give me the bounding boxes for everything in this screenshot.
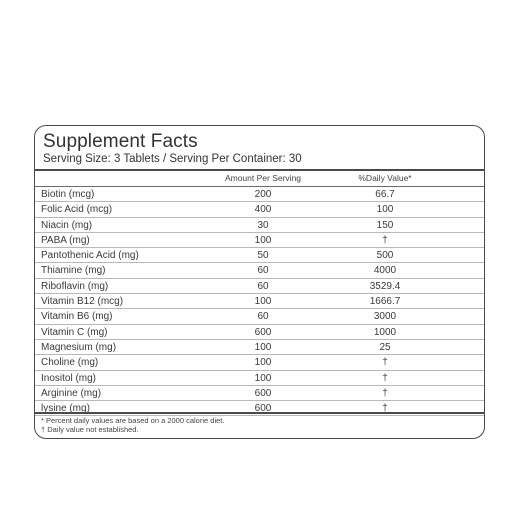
nutrient-daily-value: 150 xyxy=(376,219,394,231)
nutrient-daily-value: † xyxy=(382,234,388,246)
nutrient-name: Vitamin B12 (mcg) xyxy=(41,296,124,308)
nutrient-amount: 400 xyxy=(254,204,272,216)
footnotes: * Percent daily values are based on a 20… xyxy=(41,416,224,434)
serving-info: Serving Size: 3 Tablets / Serving Per Co… xyxy=(43,153,302,165)
footer-divider xyxy=(35,412,484,414)
nutrient-name: Choline (mg) xyxy=(41,357,99,369)
nutrient-daily-value: 25 xyxy=(379,341,391,353)
nutrient-amount: 100 xyxy=(254,372,272,384)
table-row: Thiamine (mg) 60 4000 xyxy=(35,263,484,279)
table-row: Niacin (mg) 30 150 xyxy=(35,218,484,233)
nutrient-amount: 600 xyxy=(254,326,272,338)
nutrient-daily-value: 3529.4 xyxy=(369,280,401,292)
table-row: Vitamin B6 (mg) 60 3000 xyxy=(35,309,484,325)
nutrient-amount: 100 xyxy=(254,296,272,308)
nutrient-amount: 100 xyxy=(254,341,272,353)
nutrient-name: Niacin (mg) xyxy=(41,219,93,231)
nutrient-name: Pantothenic Acid (mg) xyxy=(41,250,139,262)
table-row: Magnesium (mg) 100 25 xyxy=(35,340,484,356)
footnote-dagger: † Daily value not established. xyxy=(41,425,139,434)
nutrient-daily-value: 1000 xyxy=(373,326,397,338)
nutrient-name: lysine (mg) xyxy=(41,403,90,415)
table-row: Pantothenic Acid (mg) 50 500 xyxy=(35,248,484,264)
nutrient-amount: 200 xyxy=(254,189,272,200)
nutrient-name: PABA (mg) xyxy=(41,234,90,246)
label-title: Supplement Facts xyxy=(43,131,198,152)
table-row: Biotin (mcg) 200 66.7 xyxy=(35,187,484,203)
nutrient-name: Magnesium (mg) xyxy=(41,341,117,353)
nutrient-amount: 60 xyxy=(257,265,269,277)
nutrient-name: Biotin (mcg) xyxy=(41,189,95,200)
column-header-row: Amount Per Serving %Daily Value* xyxy=(35,173,484,186)
nutrient-name: Vitamin B6 (mg) xyxy=(41,311,113,323)
nutrient-daily-value: † xyxy=(382,387,388,399)
nutrient-amount: 100 xyxy=(254,357,272,369)
table-row: lysine (mg) 600 † xyxy=(35,401,484,417)
column-header-daily-value: %Daily Value* xyxy=(358,173,412,183)
nutrient-daily-value: † xyxy=(382,403,388,415)
nutrient-amount: 50 xyxy=(257,250,269,262)
table-row: Choline (mg) 100 † xyxy=(35,355,484,371)
nutrient-amount: 600 xyxy=(254,387,272,399)
nutrient-daily-value: † xyxy=(382,372,388,384)
nutrient-amount: 60 xyxy=(257,280,269,292)
nutrient-name: Inositol (mg) xyxy=(41,372,97,384)
nutrient-name: Folic Acid (mcg) xyxy=(41,204,113,216)
column-header-amount: Amount Per Serving xyxy=(224,173,302,183)
table-row: PABA (mg) 100 † xyxy=(35,233,484,249)
nutrient-amount: 60 xyxy=(257,311,269,323)
header-divider xyxy=(35,186,484,187)
table-row: Folic Acid (mcg) 400 100 xyxy=(35,202,484,218)
nutrient-daily-value: 500 xyxy=(376,250,394,262)
nutrient-name: Arginine (mg) xyxy=(41,387,102,399)
nutrient-daily-value: 4000 xyxy=(373,265,397,277)
table-row: Vitamin C (mg) 600 1000 xyxy=(35,325,484,340)
nutrient-amount: 600 xyxy=(254,403,272,415)
table-row: Vitamin B12 (mcg) 100 1666.7 xyxy=(35,294,484,310)
nutrient-daily-value: 1666.7 xyxy=(369,296,401,308)
nutrient-name: Riboflavin (mg) xyxy=(41,280,109,292)
nutrient-name: Thiamine (mg) xyxy=(41,265,106,277)
supplement-facts-panel: Supplement Facts Serving Size: 3 Tablets… xyxy=(34,125,485,439)
table-row: Arginine (mg) 600 † xyxy=(35,386,484,402)
footnote-percent: * Percent daily values are based on a 20… xyxy=(41,416,225,425)
table-row: Inositol (mg) 100 † xyxy=(35,371,484,386)
nutrient-daily-value: 100 xyxy=(376,204,394,216)
table-row: Riboflavin (mg) 60 3529.4 xyxy=(35,279,484,295)
nutrient-amount: 30 xyxy=(257,219,269,231)
nutrient-rows: Biotin (mcg) 200 66.7 Folic Acid (mcg) 400 10… xyxy=(35,187,484,417)
nutrient-name: Vitamin C (mg) xyxy=(41,326,108,338)
nutrient-daily-value: 66.7 xyxy=(375,189,395,200)
title-divider xyxy=(35,169,484,171)
nutrient-amount: 100 xyxy=(254,234,272,246)
nutrient-daily-value: 3000 xyxy=(373,311,397,323)
nutrient-daily-value: † xyxy=(382,357,388,369)
